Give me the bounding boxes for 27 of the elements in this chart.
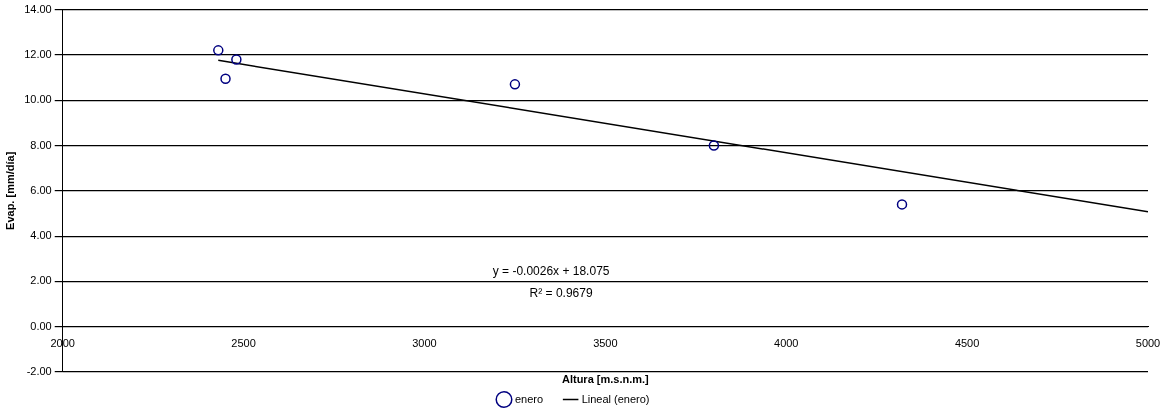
legend-label: enero — [515, 392, 544, 405]
y-axis-title: Evap. [mm/día] — [3, 151, 16, 230]
y-tick-label: 10.00 — [24, 93, 52, 106]
y-tick-label: 12.00 — [24, 47, 52, 60]
point — [231, 54, 242, 65]
point — [220, 73, 231, 84]
x-axis-title: Altura [m.s.n.m.] — [561, 373, 650, 386]
x-tick-label: 3500 — [593, 337, 618, 350]
x-tick-label: 5000 — [1135, 337, 1161, 350]
y-tick-label: 0.00 — [30, 319, 52, 332]
annotation: R² = 0.9679 — [529, 285, 593, 300]
x-tick-label: 3000 — [412, 337, 437, 350]
y-tick-label: 14.00 — [24, 2, 52, 15]
point — [708, 140, 720, 151]
point — [896, 199, 908, 210]
point — [213, 45, 224, 56]
y-tick-label: 4.00 — [30, 229, 52, 242]
y-tick-label: 8.00 — [30, 138, 52, 151]
y-tick-label: -2.00 — [26, 365, 52, 378]
point — [509, 79, 521, 90]
legend-label: Lineal (enero) — [581, 392, 650, 405]
y-tick-label: 2.00 — [30, 274, 52, 287]
y-tick-label: 6.00 — [30, 183, 52, 196]
x-tick-label: 4500 — [954, 337, 980, 350]
annotation: y = -0.0026x + 18.075 — [492, 263, 610, 278]
x-tick-label: 2500 — [231, 337, 256, 350]
x-tick-label: 4000 — [774, 337, 799, 350]
